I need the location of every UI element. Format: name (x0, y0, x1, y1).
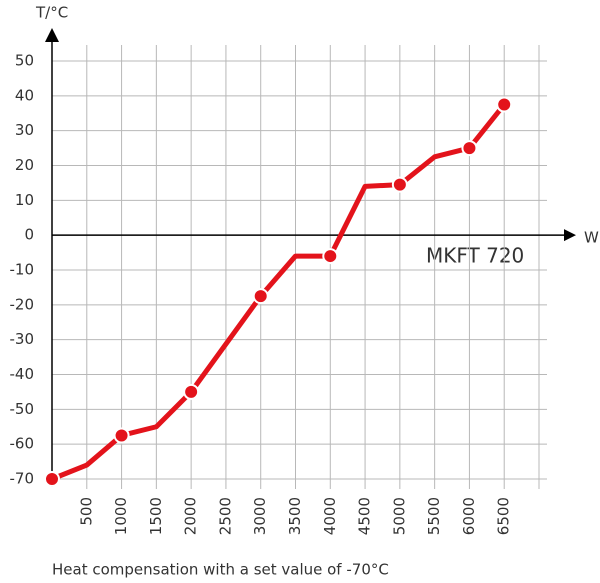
data-point (461, 140, 478, 157)
y-tick-label: -70 (10, 470, 35, 488)
data-point (44, 471, 60, 487)
y-tick-label: 10 (15, 191, 34, 209)
y-tick-label: -40 (10, 365, 35, 383)
x-tick-label: 5500 (425, 497, 443, 535)
data-point (113, 427, 130, 444)
y-tick-label: -60 (10, 435, 35, 453)
caption: Heat compensation with a set value of -7… (52, 561, 389, 579)
y-axis-label: T/°C (35, 4, 68, 22)
y-tick-label: 0 (24, 226, 34, 244)
data-point (322, 248, 339, 265)
x-tick-label: 6000 (460, 497, 478, 535)
x-tick-label: 2000 (182, 497, 200, 535)
x-tick-label: 3500 (286, 497, 304, 535)
y-tick-label: 40 (15, 86, 34, 104)
y-tick-label: -50 (10, 400, 35, 418)
x-tick-label: 2500 (216, 497, 234, 535)
x-tick-label: 1500 (147, 497, 165, 535)
y-tick-label: -20 (10, 295, 35, 313)
x-axis-label: W (584, 229, 599, 247)
x-axis-arrow (564, 229, 576, 242)
data-point (252, 288, 269, 305)
y-tick-label: 50 (15, 52, 34, 70)
x-tick-label: 6500 (495, 497, 513, 535)
x-tick-label: 500 (77, 497, 95, 526)
data-point (496, 96, 513, 113)
y-tick-label: -30 (10, 330, 35, 348)
x-tick-label: 1000 (112, 497, 130, 535)
annotation: MKFT 720 (426, 244, 524, 268)
data-line (51, 102, 507, 482)
data-point (183, 383, 200, 400)
x-tick-label: 3000 (251, 497, 269, 535)
data-point (391, 176, 408, 193)
x-tick-label: 5000 (390, 497, 408, 535)
y-tick-label: 30 (15, 121, 34, 139)
y-axis-arrow (45, 28, 59, 42)
x-tick-label: 4000 (321, 497, 339, 535)
x-tick-label: 4500 (356, 497, 374, 535)
y-tick-label: 20 (15, 156, 34, 174)
y-tick-label: -10 (10, 261, 35, 279)
